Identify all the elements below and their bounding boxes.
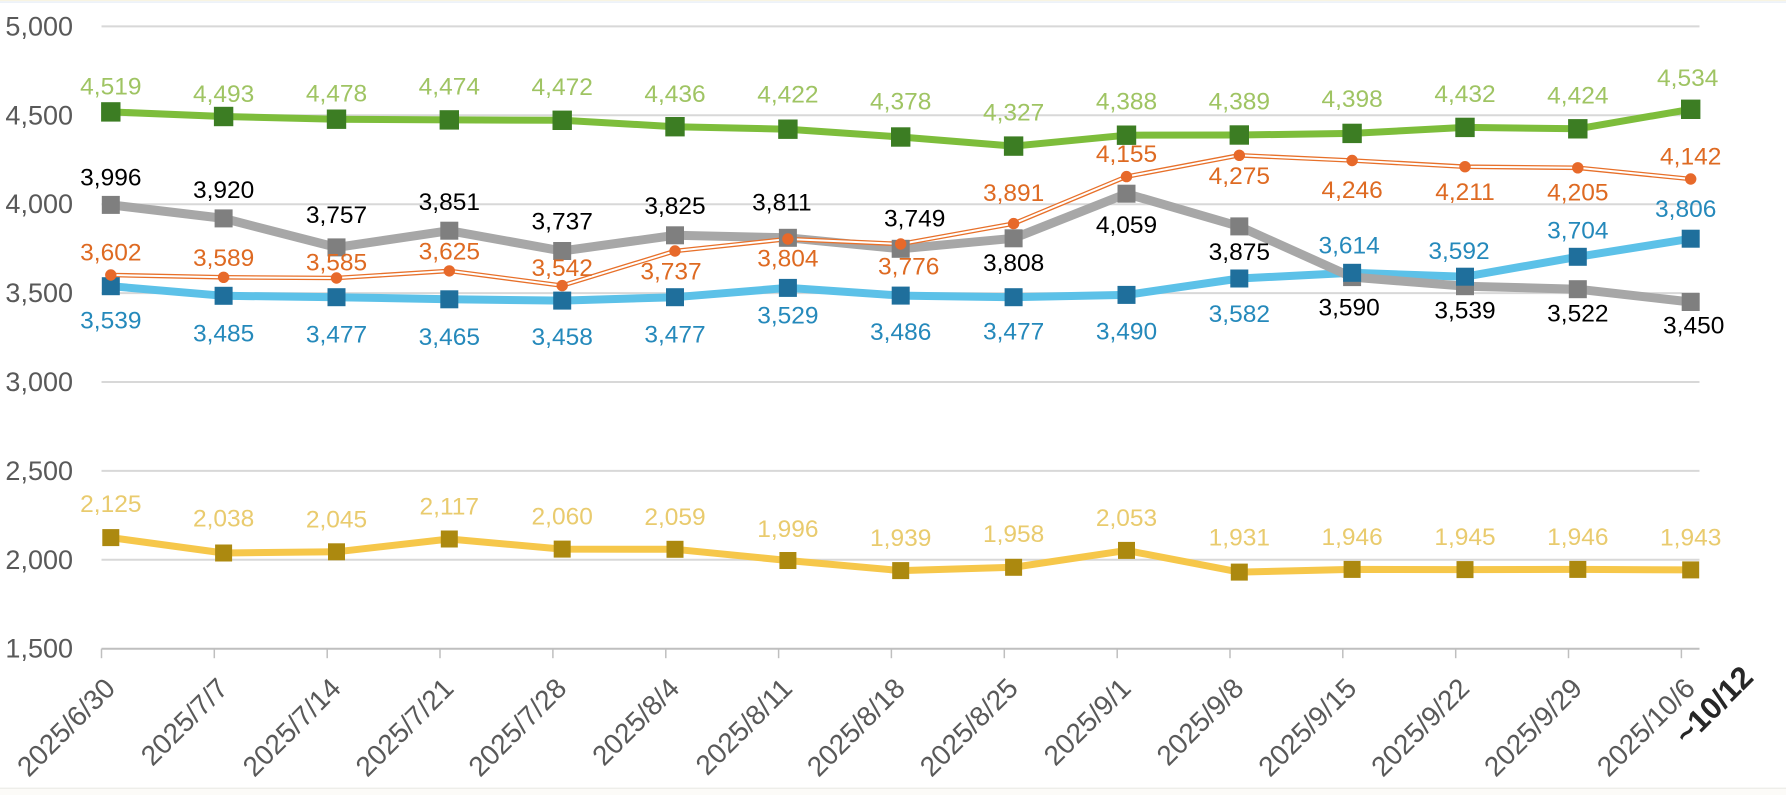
svg-text:4,205: 4,205 bbox=[1547, 179, 1608, 206]
svg-text:2025/9/8: 2025/9/8 bbox=[1151, 672, 1250, 771]
svg-text:3,875: 3,875 bbox=[1209, 239, 1270, 266]
svg-text:4,478: 4,478 bbox=[306, 81, 367, 108]
svg-text:4,378: 4,378 bbox=[870, 89, 931, 116]
svg-text:4,474: 4,474 bbox=[419, 73, 480, 100]
svg-text:3,529: 3,529 bbox=[757, 302, 818, 329]
svg-text:3,477: 3,477 bbox=[306, 322, 367, 349]
svg-text:2,053: 2,053 bbox=[1096, 505, 1157, 532]
svg-text:2,059: 2,059 bbox=[644, 504, 705, 531]
svg-text:3,582: 3,582 bbox=[1209, 301, 1270, 328]
svg-text:1,500: 1,500 bbox=[5, 634, 73, 664]
svg-text:2025/8/25: 2025/8/25 bbox=[914, 672, 1024, 782]
svg-text:3,490: 3,490 bbox=[1096, 318, 1157, 345]
svg-text:2,117: 2,117 bbox=[420, 494, 480, 521]
svg-text:5,000: 5,000 bbox=[5, 11, 73, 41]
svg-text:3,485: 3,485 bbox=[193, 320, 254, 347]
svg-text:3,592: 3,592 bbox=[1428, 238, 1489, 265]
svg-text:1,946: 1,946 bbox=[1321, 524, 1382, 551]
svg-text:2025/9/29: 2025/9/29 bbox=[1478, 672, 1588, 782]
svg-text:2,060: 2,060 bbox=[532, 504, 593, 531]
svg-text:3,806: 3,806 bbox=[1655, 196, 1716, 223]
svg-text:4,534: 4,534 bbox=[1657, 65, 1718, 92]
svg-text:2,125: 2,125 bbox=[80, 491, 141, 518]
svg-text:3,539: 3,539 bbox=[1434, 298, 1495, 325]
svg-text:4,519: 4,519 bbox=[80, 73, 141, 100]
svg-text:3,602: 3,602 bbox=[80, 240, 141, 267]
svg-text:3,808: 3,808 bbox=[983, 250, 1044, 277]
svg-text:4,275: 4,275 bbox=[1209, 163, 1270, 190]
svg-text:3,458: 3,458 bbox=[532, 324, 593, 351]
svg-text:4,142: 4,142 bbox=[1660, 144, 1721, 171]
svg-text:2025/8/11: 2025/8/11 bbox=[690, 672, 799, 781]
svg-text:1,946: 1,946 bbox=[1547, 524, 1608, 551]
svg-text:2025/8/4: 2025/8/4 bbox=[586, 672, 685, 771]
svg-text:3,737: 3,737 bbox=[532, 209, 593, 236]
svg-text:2025/8/18: 2025/8/18 bbox=[801, 672, 911, 782]
svg-text:3,477: 3,477 bbox=[983, 319, 1044, 346]
svg-text:4,327: 4,327 bbox=[983, 100, 1044, 127]
svg-text:3,450: 3,450 bbox=[1663, 313, 1724, 340]
svg-text:4,000: 4,000 bbox=[5, 189, 73, 219]
svg-text:2025/9/1: 2025/9/1 bbox=[1038, 672, 1137, 771]
svg-text:3,585: 3,585 bbox=[306, 250, 367, 277]
svg-text:3,522: 3,522 bbox=[1547, 301, 1608, 328]
svg-text:1,945: 1,945 bbox=[1434, 524, 1495, 551]
svg-text:2025/7/21: 2025/7/21 bbox=[350, 672, 460, 782]
svg-text:3,500: 3,500 bbox=[5, 278, 73, 308]
svg-text:3,486: 3,486 bbox=[870, 319, 931, 346]
svg-text:3,804: 3,804 bbox=[757, 246, 818, 273]
svg-text:3,776: 3,776 bbox=[878, 254, 939, 281]
svg-text:2,038: 2,038 bbox=[193, 506, 254, 533]
svg-text:2025/7/7: 2025/7/7 bbox=[135, 672, 234, 771]
svg-text:4,155: 4,155 bbox=[1096, 141, 1157, 168]
svg-text:2,500: 2,500 bbox=[5, 456, 73, 486]
svg-text:3,542: 3,542 bbox=[532, 255, 593, 282]
svg-text:4,436: 4,436 bbox=[644, 81, 705, 108]
svg-text:4,388: 4,388 bbox=[1096, 89, 1157, 116]
svg-text:3,590: 3,590 bbox=[1318, 295, 1379, 322]
svg-text:3,757: 3,757 bbox=[306, 202, 367, 229]
svg-text:4,500: 4,500 bbox=[5, 100, 73, 130]
svg-text:3,539: 3,539 bbox=[80, 308, 141, 335]
svg-text:3,851: 3,851 bbox=[419, 189, 480, 216]
svg-text:2025/9/15: 2025/9/15 bbox=[1252, 672, 1362, 782]
svg-text:3,811: 3,811 bbox=[752, 189, 812, 216]
svg-text:2025/7/28: 2025/7/28 bbox=[462, 672, 572, 782]
svg-text:3,749: 3,749 bbox=[884, 205, 945, 232]
svg-text:1,939: 1,939 bbox=[870, 525, 931, 552]
svg-text:3,465: 3,465 bbox=[419, 324, 480, 351]
svg-text:1,943: 1,943 bbox=[1660, 524, 1721, 551]
svg-text:4,398: 4,398 bbox=[1321, 86, 1382, 113]
svg-text:4,432: 4,432 bbox=[1434, 81, 1495, 108]
svg-text:2,045: 2,045 bbox=[306, 506, 367, 533]
svg-text:3,000: 3,000 bbox=[5, 367, 73, 397]
svg-text:4,424: 4,424 bbox=[1547, 82, 1608, 109]
svg-text:4,059: 4,059 bbox=[1096, 212, 1157, 239]
svg-text:3,920: 3,920 bbox=[193, 177, 254, 204]
svg-text:2,000: 2,000 bbox=[5, 545, 73, 575]
svg-text:1,996: 1,996 bbox=[757, 516, 818, 543]
svg-text:3,996: 3,996 bbox=[80, 164, 141, 191]
svg-text:3,614: 3,614 bbox=[1318, 232, 1379, 259]
svg-text:4,422: 4,422 bbox=[757, 82, 818, 109]
svg-text:2025/9/22: 2025/9/22 bbox=[1365, 672, 1475, 782]
svg-text:3,704: 3,704 bbox=[1547, 217, 1608, 244]
svg-text:2025/6/30: 2025/6/30 bbox=[11, 672, 121, 782]
svg-text:1,931: 1,931 bbox=[1209, 525, 1270, 552]
svg-text:1,958: 1,958 bbox=[983, 521, 1044, 548]
svg-text:4,246: 4,246 bbox=[1321, 177, 1382, 204]
svg-text:3,737: 3,737 bbox=[640, 259, 701, 286]
svg-text:4,389: 4,389 bbox=[1209, 89, 1270, 116]
svg-text:3,589: 3,589 bbox=[193, 245, 254, 272]
svg-text:4,493: 4,493 bbox=[193, 81, 254, 108]
svg-text:3,477: 3,477 bbox=[644, 322, 705, 349]
svg-text:4,211: 4,211 bbox=[1435, 179, 1495, 206]
svg-text:3,891: 3,891 bbox=[983, 180, 1044, 207]
svg-text:2025/7/14: 2025/7/14 bbox=[237, 672, 347, 782]
svg-text:4,472: 4,472 bbox=[532, 74, 593, 101]
svg-text:3,625: 3,625 bbox=[419, 238, 480, 265]
svg-text:3,825: 3,825 bbox=[644, 193, 705, 220]
